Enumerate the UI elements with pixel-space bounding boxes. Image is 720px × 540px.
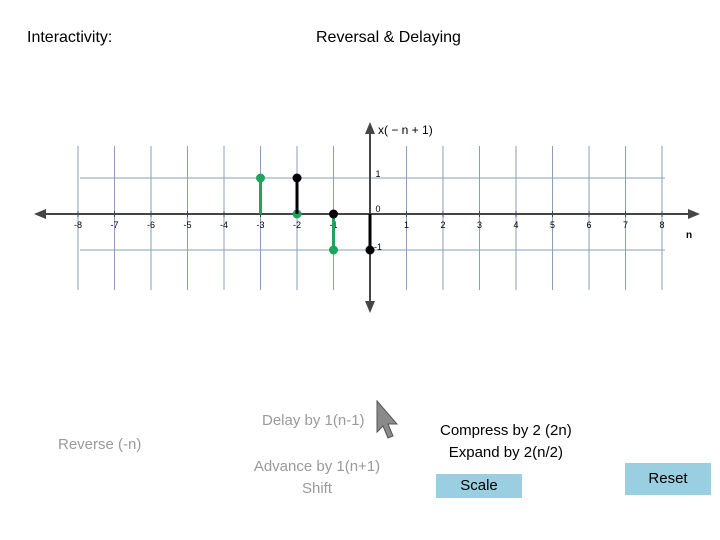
scale-button[interactable]: Scale <box>436 474 522 498</box>
black-stem-point <box>365 245 375 255</box>
n-axis-right-arrow <box>688 209 700 219</box>
amplitude-tick-label: -1 <box>374 242 382 252</box>
green-stem-point <box>329 245 338 255</box>
n-tick-label: -2 <box>293 220 301 230</box>
amplitude-axis-up-arrow <box>365 122 375 134</box>
reset-button[interactable]: Reset <box>625 463 711 495</box>
stems <box>256 173 375 255</box>
green-stem-point <box>256 173 265 183</box>
n-tick-label: 5 <box>550 220 555 230</box>
advance-option[interactable]: Advance by 1(n+1) <box>253 458 381 475</box>
black-stem-point <box>329 209 338 219</box>
delay-option[interactable]: Delay by 1(n-1) <box>262 412 365 429</box>
n-tick-label: -8 <box>74 220 82 230</box>
shift-label: Shift <box>301 480 332 497</box>
n-axis-left-arrow <box>34 209 46 219</box>
function-label: x( − n + 1) <box>378 123 433 137</box>
n-tick-label: 0 <box>375 204 380 214</box>
n-tick-label: 1 <box>404 220 409 230</box>
shift-options: Advance by 1(n+1) Shift <box>247 456 387 500</box>
n-tick-label: -3 <box>256 220 264 230</box>
n-tick-label: 3 <box>477 220 482 230</box>
amplitude-axis-down-arrow <box>365 301 375 313</box>
n-tick-label: 2 <box>440 220 445 230</box>
compress-option[interactable]: Compress by 2 (2n) <box>440 422 572 439</box>
scale-options: Compress by 2 (2n) Expand by 2(n/2) <box>440 420 572 464</box>
plot-axes <box>34 122 700 313</box>
page-title: Reversal & Delaying <box>316 29 461 46</box>
amplitude-tick-label: 1 <box>375 169 380 179</box>
n-tick-label: 8 <box>659 220 664 230</box>
n-tick-label: -7 <box>110 220 118 230</box>
arrow-cursor-icon <box>376 399 399 439</box>
expand-option[interactable]: Expand by 2(n/2) <box>448 444 563 461</box>
interactivity-label: Interactivity: <box>27 29 113 46</box>
black-stem-point <box>292 173 302 183</box>
reverse-option[interactable]: Reverse (-n) <box>58 436 142 453</box>
n-axis-label: n <box>686 230 692 241</box>
n-tick-label: 4 <box>513 220 518 230</box>
n-tick-label: 6 <box>586 220 591 230</box>
n-tick-label: -6 <box>147 220 155 230</box>
n-tick-label: 7 <box>623 220 628 230</box>
n-tick-label: -4 <box>220 220 228 230</box>
n-tick-label: -5 <box>183 220 191 230</box>
